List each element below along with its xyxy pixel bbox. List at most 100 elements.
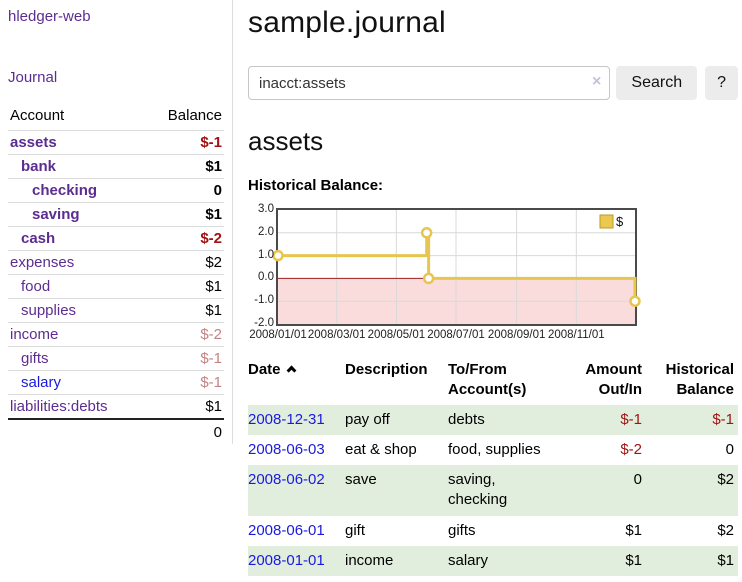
account-link[interactable]: supplies <box>21 302 77 319</box>
x-axis-tick-label: 2008/05/01 <box>367 329 426 341</box>
accounts-total: 0 <box>213 424 222 441</box>
account-balance: $1 <box>205 302 222 319</box>
transaction-amount: $1 <box>625 521 642 539</box>
transaction-accounts: gifts <box>448 521 476 539</box>
transaction-description: income <box>345 551 394 569</box>
account-link[interactable]: saving <box>32 206 80 223</box>
chart-title: Historical Balance: <box>248 177 384 194</box>
account-row: gifts $-1 <box>8 346 224 371</box>
account-balance: $-1 <box>200 374 222 391</box>
y-axis-tick-label: 2.0 <box>258 225 274 238</box>
account-link[interactable]: expenses <box>10 254 75 271</box>
transaction-accounts: saving, checking <box>448 471 508 509</box>
register-header-date[interactable]: Date <box>248 358 345 405</box>
y-axis-tick-label: 0.0 <box>258 271 274 284</box>
accounts-table: Account Balance assets $-1 bank $1 checking 0… <box>8 103 224 444</box>
chart-plot-area: $ <box>272 208 641 326</box>
svg-text:$: $ <box>616 214 624 229</box>
account-link[interactable]: income <box>10 326 59 343</box>
transaction-row: 2008-01-01 income salary $1 $1 <box>248 545 738 576</box>
search-box: × <box>248 66 611 100</box>
register-header-balance: Historical Balance <box>665 361 734 399</box>
x-axis-tick-label: 2008/11/01 <box>547 329 605 341</box>
accounts-header-account: Account <box>10 107 65 124</box>
y-axis-tick-label: 1.0 <box>258 248 274 261</box>
page-title: sample.journal <box>248 6 446 39</box>
transaction-description: eat & shop <box>345 440 417 458</box>
app-title[interactable]: hledger-web <box>8 8 91 25</box>
account-link[interactable]: assets <box>10 134 57 151</box>
x-axis-tick-label: 2008/03/01 <box>307 329 366 341</box>
transaction-balance: $1 <box>717 551 734 569</box>
help-button[interactable]: ? <box>705 66 738 100</box>
account-balance: $-1 <box>200 350 222 367</box>
account-link[interactable]: cash <box>21 230 56 247</box>
transaction-accounts: food, supplies <box>448 440 541 458</box>
transaction-amount: 0 <box>633 471 642 488</box>
sidebar: hledger-web Journal Account Balance asse… <box>0 0 233 444</box>
transaction-accounts: salary <box>448 551 489 569</box>
account-balance: $-1 <box>200 134 222 151</box>
transaction-balance: $2 <box>717 471 734 488</box>
transaction-amount: $-2 <box>620 440 642 458</box>
account-balance: $1 <box>205 206 222 223</box>
account-balance: $2 <box>205 254 222 271</box>
transaction-balance: $-1 <box>712 410 734 428</box>
transaction-row: 2008-12-31 pay off debts $-1 $-1 <box>248 404 738 435</box>
account-row: saving $1 <box>8 202 224 227</box>
transaction-row: 2008-06-01 gift gifts $1 $2 <box>248 516 738 546</box>
transaction-description: gift <box>345 521 366 539</box>
account-balance: $-2 <box>200 326 222 343</box>
account-row: income $-2 <box>8 322 224 347</box>
accounts-header-row: Account Balance <box>8 103 224 131</box>
account-link[interactable]: liabilities:debts <box>10 398 108 415</box>
register-header-amount: Amount Out/In <box>585 361 642 399</box>
transaction-amount: $-1 <box>620 410 642 428</box>
account-link[interactable]: gifts <box>21 350 49 367</box>
x-axis-tick-label: 2008/09/01 <box>487 329 546 341</box>
accounts-header-balance: Balance <box>167 107 222 124</box>
transaction-description: pay off <box>345 410 390 428</box>
search-form: × Search ? <box>248 66 738 100</box>
transaction-balance: $2 <box>717 521 734 539</box>
search-input[interactable] <box>248 66 611 100</box>
account-heading: assets <box>248 126 324 156</box>
main-content: sample.journal × Search ? assets Histori… <box>248 0 738 576</box>
y-axis-tick-label: 3.0 <box>258 203 274 215</box>
transaction-date-link[interactable]: 2008-06-01 <box>248 521 325 539</box>
balance-chart: $ 3.0 2.0 1.0 0.0 -1.0 -2.0 2008/01/01 2008/03/… <box>248 202 738 346</box>
transaction-date-link[interactable]: 2008-06-02 <box>248 471 325 488</box>
account-link[interactable]: bank <box>21 158 57 175</box>
register-table: Date Description To/From Account(s) Amou… <box>248 358 738 576</box>
clear-search-icon[interactable]: × <box>592 73 602 90</box>
accounts-total-row: 0 <box>8 419 224 444</box>
register-header-accounts: To/From Account(s) <box>448 361 527 399</box>
x-axis-tick-label: 2008/01/01 <box>249 329 307 341</box>
account-row: expenses $2 <box>8 250 224 275</box>
transaction-date-link[interactable]: 2008-12-31 <box>248 410 325 428</box>
account-link[interactable]: checking <box>32 182 98 199</box>
account-balance: $1 <box>205 158 222 175</box>
transaction-amount: $1 <box>625 551 642 569</box>
transaction-row: 2008-06-02 save saving, checking 0 $2 <box>248 465 738 516</box>
account-row: salary $-1 <box>8 370 224 395</box>
account-balance: $-2 <box>200 230 222 247</box>
account-row: liabilities:debts $1 <box>8 394 224 420</box>
search-button[interactable]: Search <box>616 66 698 100</box>
account-link[interactable]: salary <box>21 374 62 391</box>
sidebar-item-journal[interactable]: Journal <box>8 69 58 86</box>
y-axis-tick-label: -1.0 <box>254 294 274 307</box>
register-header-row: Date Description To/From Account(s) Amou… <box>248 358 738 405</box>
account-balance: 0 <box>213 182 222 199</box>
x-axis-tick-label: 2008/07/01 <box>427 329 485 341</box>
transaction-date-link[interactable]: 2008-06-03 <box>248 440 325 458</box>
account-row: food $1 <box>8 274 224 299</box>
transaction-date-link[interactable]: 2008-01-01 <box>248 551 325 569</box>
account-row: supplies $1 <box>8 298 224 323</box>
transaction-balance: 0 <box>725 440 734 458</box>
account-link[interactable]: food <box>21 278 51 295</box>
account-row: bank $1 <box>8 154 224 179</box>
transaction-description: save <box>345 471 377 488</box>
account-row: cash $-2 <box>8 226 224 251</box>
register-header-description: Description <box>345 361 428 378</box>
